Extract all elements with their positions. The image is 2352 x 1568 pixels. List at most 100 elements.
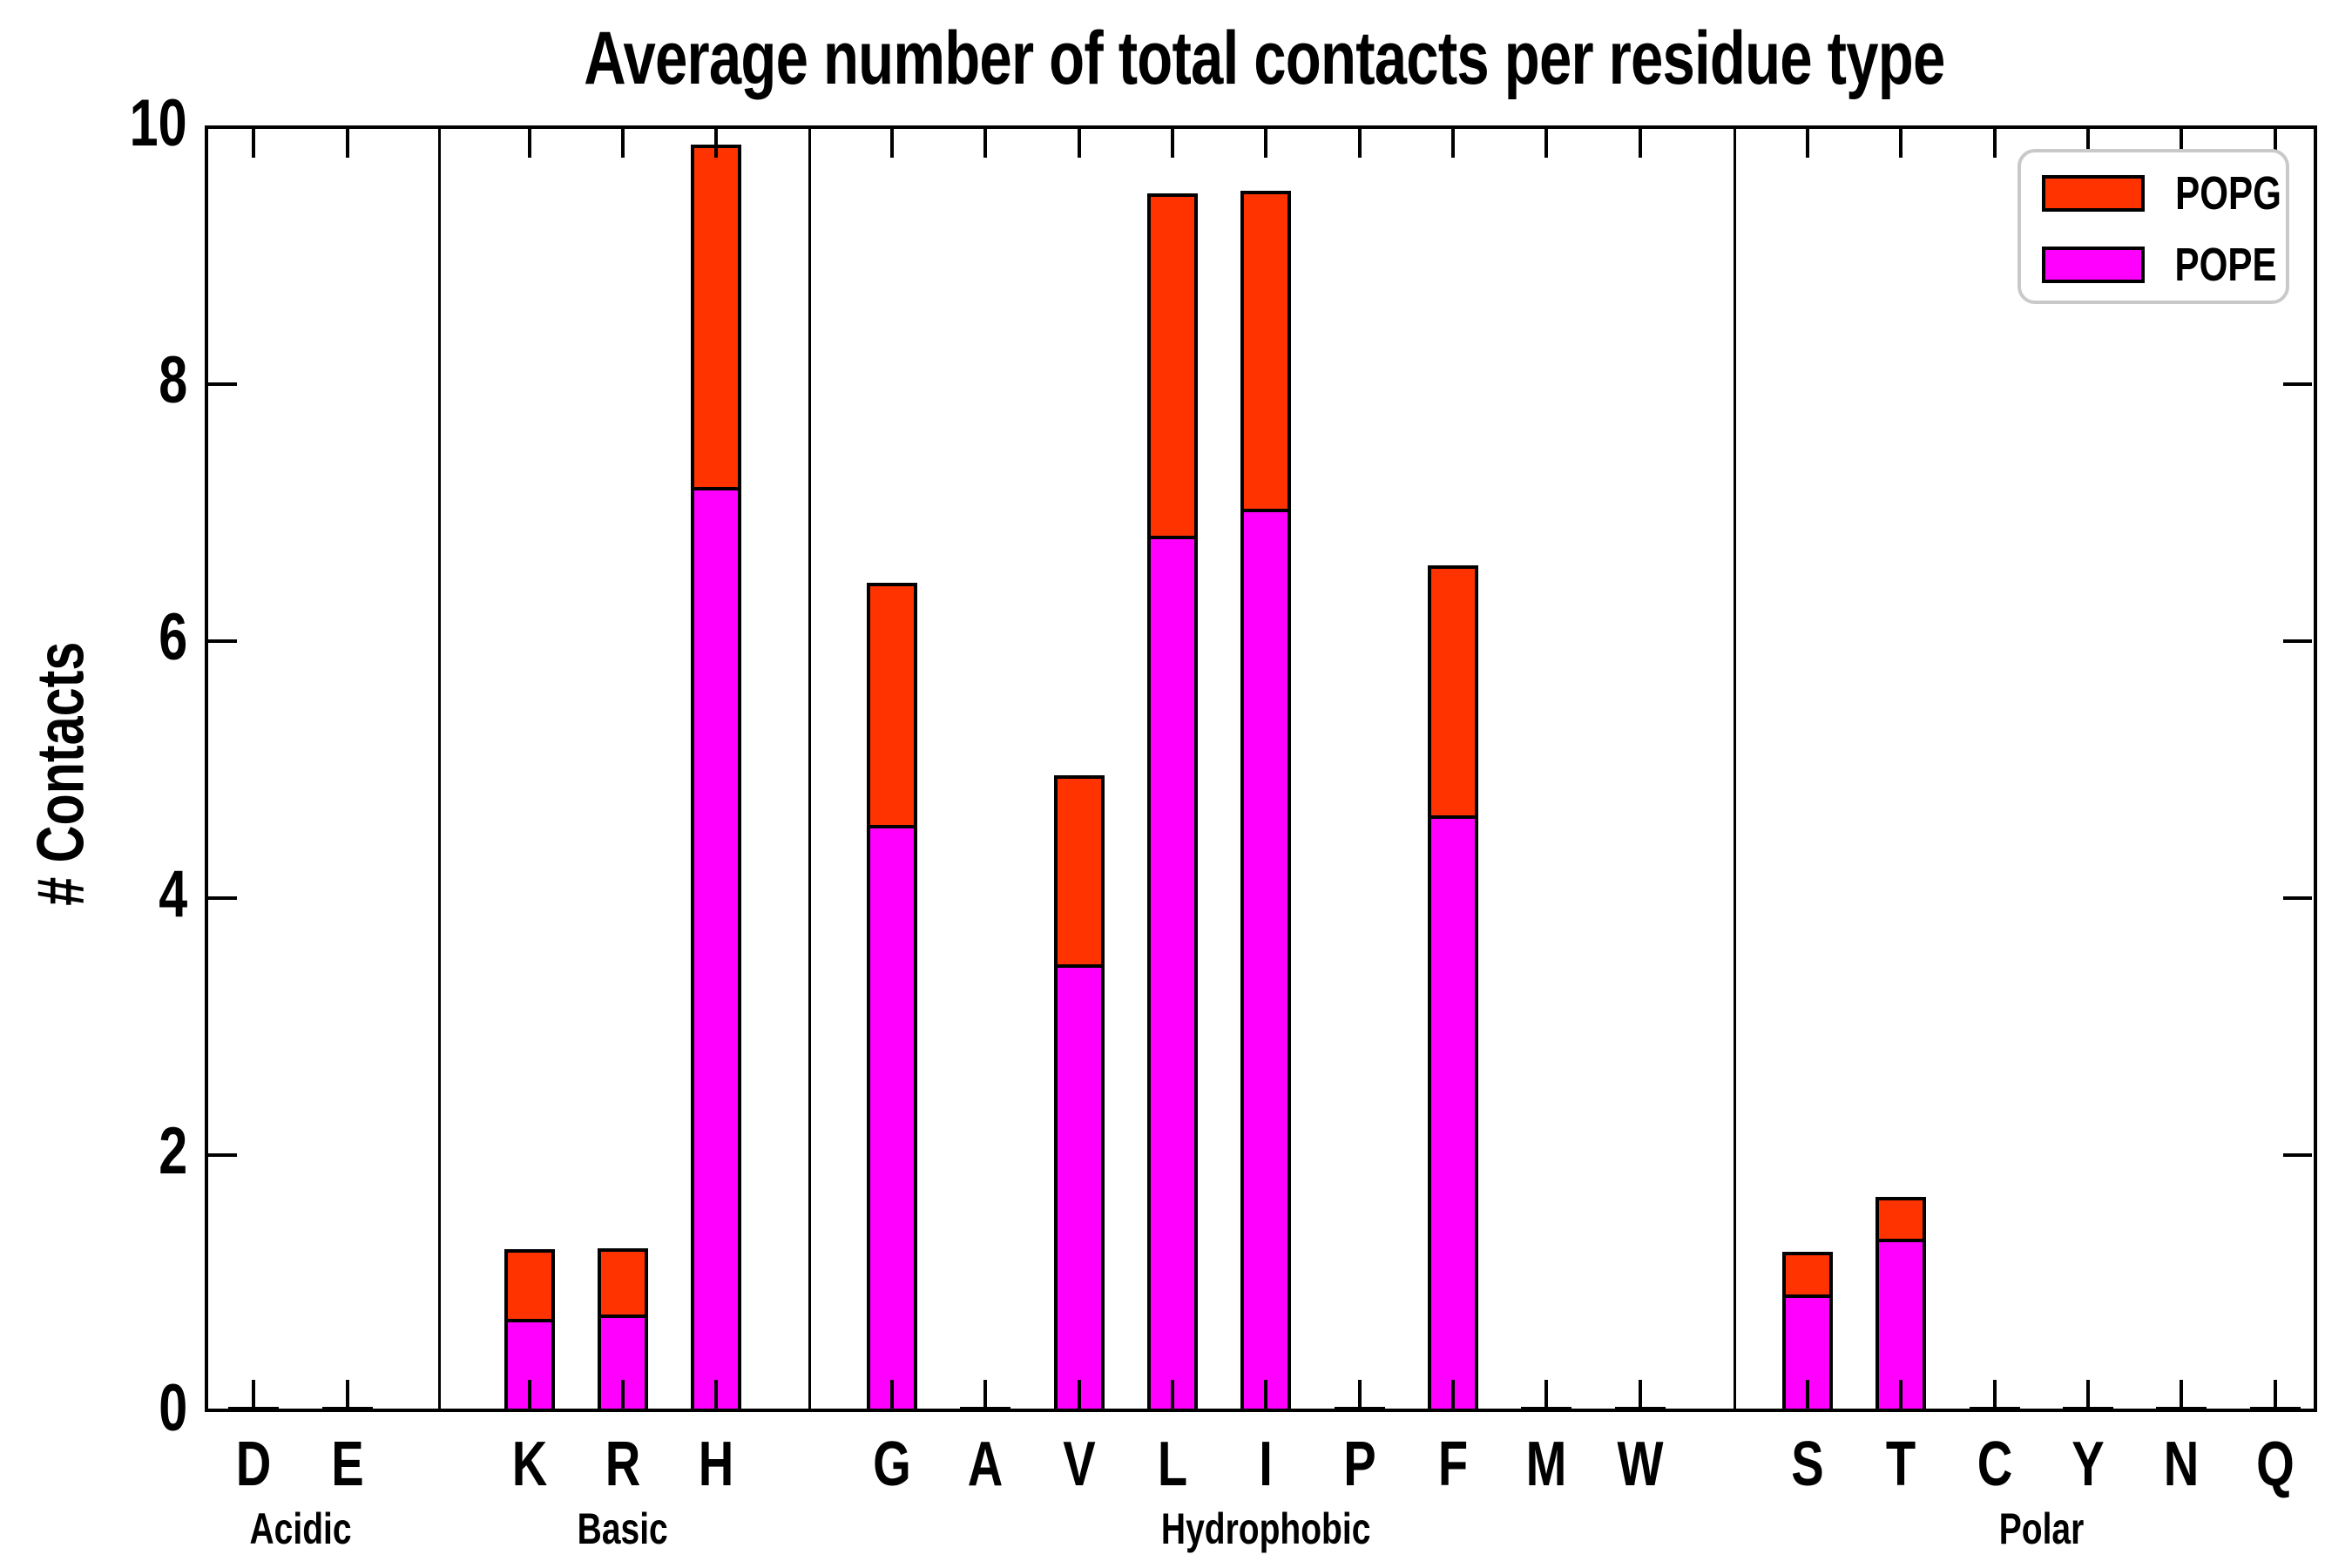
bar-C-zero [1970, 1407, 2020, 1412]
bar-D-zero [228, 1407, 279, 1412]
bar-F-pope [1428, 819, 1478, 1412]
x-tick-label-text: H [698, 1429, 734, 1499]
x-tick-label-T: T [1848, 1433, 1953, 1496]
x-tick-label-text: E [331, 1429, 364, 1499]
bar-I-popg [1240, 191, 1291, 512]
x-tick-top-N [2180, 129, 2183, 158]
x-tick-label-F: F [1401, 1433, 1505, 1496]
x-tick-bottom-E [346, 1380, 349, 1409]
y-tick-right [2283, 896, 2312, 900]
group-label-text: Hydrophobic [1160, 1504, 1371, 1553]
x-tick-bottom-C [1993, 1380, 1997, 1409]
bar-K-popg [504, 1249, 555, 1322]
x-tick-label-text: W [1617, 1429, 1664, 1499]
bar-H-pope [691, 490, 741, 1412]
x-tick-label-text: D [235, 1429, 272, 1499]
x-tick-bottom-Q [2274, 1380, 2277, 1409]
x-tick-label-text: A [967, 1429, 1004, 1499]
x-tick-bottom-F [1451, 1380, 1455, 1409]
x-tick-top-M [1544, 129, 1548, 158]
x-tick-bottom-S [1806, 1380, 1809, 1409]
x-tick-label-M: M [1494, 1433, 1598, 1496]
x-tick-top-Q [2274, 129, 2277, 158]
y-tick-label-text: 6 [159, 600, 187, 674]
x-tick-label-text: N [2163, 1429, 2200, 1499]
legend-item-pope: POPE [2021, 241, 2286, 288]
x-tick-bottom-G [890, 1380, 894, 1409]
x-tick-bottom-R [621, 1380, 625, 1409]
x-tick-label-L: L [1120, 1433, 1225, 1496]
x-tick-label-N: N [2129, 1433, 2234, 1496]
x-tick-bottom-V [1078, 1380, 1081, 1409]
x-tick-label-H: H [664, 1433, 768, 1496]
group-label-acidic: Acidic [83, 1507, 518, 1551]
x-tick-top-K [528, 129, 531, 158]
bar-N-zero [2156, 1407, 2207, 1412]
x-tick-top-C [1993, 129, 1997, 158]
x-tick-label-text: C [1977, 1429, 2013, 1499]
x-tick-label-text: M [1525, 1429, 1567, 1499]
x-tick-top-P [1358, 129, 1362, 158]
x-tick-label-text: V [1063, 1429, 1096, 1499]
bar-H-popg [691, 145, 741, 490]
bar-M-zero [1521, 1407, 1571, 1412]
chart-title-text: Average number of total contacts per res… [584, 17, 1945, 100]
y-tick-left [208, 382, 237, 386]
chart-title: Average number of total contacts per res… [392, 16, 2134, 102]
y-tick-label-text: 0 [159, 1371, 187, 1445]
bar-A-zero [960, 1407, 1010, 1412]
x-tick-label-C: C [1943, 1433, 2047, 1496]
group-divider [438, 129, 441, 1409]
x-tick-label-text: K [511, 1429, 548, 1499]
x-tick-label-W: W [1588, 1433, 1693, 1496]
x-tick-top-V [1078, 129, 1081, 158]
x-tick-bottom-Y [2086, 1380, 2090, 1409]
y-tick-label-text: 10 [130, 86, 187, 160]
bar-P-zero [1335, 1407, 1385, 1412]
x-tick-top-D [252, 129, 255, 158]
group-divider [1734, 129, 1736, 1409]
y-tick-label: 0 [0, 1375, 187, 1442]
x-tick-top-H [714, 129, 718, 158]
bar-R-popg [598, 1248, 648, 1318]
x-tick-label-text: P [1343, 1429, 1376, 1499]
x-tick-top-A [983, 129, 987, 158]
x-tick-label-G: G [840, 1433, 944, 1496]
x-tick-top-Y [2086, 129, 2090, 158]
y-tick-label: 6 [0, 605, 187, 671]
bar-V-pope [1054, 968, 1105, 1412]
x-tick-label-S: S [1755, 1433, 1860, 1496]
x-tick-label-Y: Y [2036, 1433, 2140, 1496]
x-tick-bottom-W [1639, 1380, 1642, 1409]
y-tick-label: 4 [0, 862, 187, 928]
x-tick-label-text: T [1885, 1429, 1916, 1499]
x-tick-label-text: F [1437, 1429, 1469, 1499]
x-tick-label-text: Q [2256, 1429, 2295, 1499]
x-tick-top-T [1899, 129, 1903, 158]
x-tick-label-D: D [201, 1433, 306, 1496]
x-tick-label-E: E [295, 1433, 400, 1496]
x-tick-label-text: I [1259, 1429, 1273, 1499]
x-tick-label-A: A [933, 1433, 1037, 1496]
x-tick-bottom-M [1544, 1380, 1548, 1409]
y-tick-label: 10 [0, 91, 187, 157]
bar-T-popg [1876, 1197, 1926, 1242]
bar-Y-zero [2063, 1407, 2113, 1412]
x-tick-top-F [1451, 129, 1455, 158]
bar-G-pope [867, 828, 917, 1412]
bar-F-popg [1428, 565, 1478, 819]
x-tick-bottom-I [1264, 1380, 1267, 1409]
legend-label-pope: POPE [2174, 239, 2277, 291]
group-divider [808, 129, 811, 1409]
x-tick-top-S [1806, 129, 1809, 158]
bar-W-zero [1615, 1407, 1666, 1412]
x-tick-top-L [1171, 129, 1174, 158]
x-tick-label-text: S [1791, 1429, 1824, 1499]
y-tick-left [208, 1153, 237, 1157]
x-tick-bottom-K [528, 1380, 531, 1409]
bar-V-popg [1054, 775, 1105, 968]
x-tick-label-text: L [1157, 1429, 1188, 1499]
y-tick-label: 2 [0, 1119, 187, 1185]
y-tick-left [208, 896, 237, 900]
